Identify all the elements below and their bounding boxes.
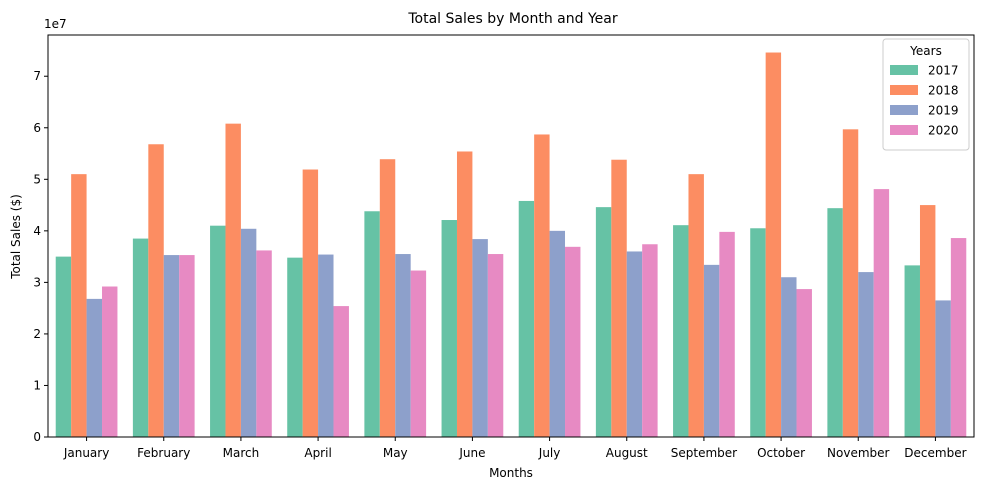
bar-2017-july xyxy=(518,200,535,437)
legend-swatch-2018 xyxy=(890,85,918,95)
bar-2017-june xyxy=(441,220,457,437)
bar-2018-january xyxy=(71,174,87,437)
bar-2018-april xyxy=(302,169,319,437)
bars-group xyxy=(55,52,967,438)
bar-2017-october xyxy=(750,228,766,437)
x-tick-label-december: December xyxy=(904,446,966,460)
y-axis-label: Total Sales ($) xyxy=(9,194,23,280)
y-tick-label: 6 xyxy=(33,121,41,135)
legend-swatch-2019 xyxy=(890,105,918,115)
y-ticks-group: 0 1 2 3 4 5 6 7 xyxy=(33,69,48,444)
bar-2019-october xyxy=(781,277,797,437)
bar-2019-december xyxy=(935,300,951,437)
bar-2017-september xyxy=(673,225,689,437)
y-tick-label: 5 xyxy=(33,172,41,186)
bar-2019-september xyxy=(703,264,720,437)
bar-2018-march xyxy=(225,123,241,438)
legend-swatch-2020 xyxy=(890,125,918,135)
x-tick-label-october: October xyxy=(757,446,805,460)
x-tick-label-september: September xyxy=(671,446,737,460)
legend-title: Years xyxy=(909,44,942,58)
bar-2018-august xyxy=(611,159,627,437)
y-tick-label: 0 xyxy=(33,430,41,444)
bar-2018-september xyxy=(688,174,704,437)
x-tick-label-january: January xyxy=(63,446,110,460)
bar-2019-may xyxy=(395,254,411,437)
bar-2019-june xyxy=(472,239,488,437)
x-tick-label-august: August xyxy=(606,446,648,460)
bar-2017-november xyxy=(827,208,843,437)
y-tick-label: 1 xyxy=(33,378,41,392)
legend-swatch-2017 xyxy=(890,65,918,75)
bar-2018-december xyxy=(919,205,936,437)
bar-2017-december xyxy=(904,265,920,437)
x-tick-label-may: May xyxy=(383,446,408,460)
y-tick-label: 2 xyxy=(33,327,41,341)
bar-2020-june xyxy=(487,254,504,437)
bar-2019-august xyxy=(626,251,643,437)
bar-2019-january xyxy=(86,298,103,437)
bar-2020-july xyxy=(565,246,581,437)
bar-2019-april xyxy=(318,254,334,437)
legend-label-2020: 2020 xyxy=(928,124,959,138)
bar-2018-june xyxy=(456,151,473,438)
bar-2017-january xyxy=(55,256,72,437)
legend-label-2019: 2019 xyxy=(928,104,959,118)
y-tick-label: 4 xyxy=(33,224,41,238)
bar-2019-march xyxy=(240,228,257,437)
bar-2020-august xyxy=(642,244,658,437)
bar-2020-september xyxy=(719,231,735,437)
bar-2018-february xyxy=(148,144,164,437)
bar-2020-january xyxy=(102,286,118,437)
x-ticks-group: January February March April May June July Augu… xyxy=(63,437,967,460)
bar-2019-february xyxy=(163,255,180,437)
legend: Years 2017 2018 2019 2020 xyxy=(882,38,970,151)
bar-2017-august xyxy=(595,207,612,437)
bar-2020-may xyxy=(410,270,427,437)
x-tick-label-july: July xyxy=(538,446,561,460)
x-tick-label-march: March xyxy=(223,446,260,460)
y-tick-label: 3 xyxy=(33,275,41,289)
plot-frame xyxy=(47,34,975,438)
bar-2018-october xyxy=(765,52,782,438)
legend-label-2018: 2018 xyxy=(928,84,959,98)
bar-2020-april xyxy=(333,306,349,437)
x-tick-label-february: February xyxy=(137,446,190,460)
bar-2018-july xyxy=(534,134,550,437)
bar-2017-may xyxy=(364,211,380,437)
y-tick-label: 7 xyxy=(33,69,41,83)
bar-2017-february xyxy=(132,238,149,437)
bar-2019-november xyxy=(858,272,874,437)
bar-2020-october xyxy=(796,289,812,437)
x-axis-label: Months xyxy=(489,466,533,480)
bar-2020-february xyxy=(179,255,195,437)
y-offset-text: 1e7 xyxy=(44,17,67,31)
bar-2020-march xyxy=(256,250,272,437)
bar-2020-december xyxy=(950,238,967,437)
bar-2018-november xyxy=(842,129,859,437)
bar-2019-july xyxy=(549,230,566,437)
bar-2018-may xyxy=(379,159,396,437)
bar-2017-april xyxy=(287,257,303,437)
x-tick-label-june: June xyxy=(458,446,485,460)
chart-title: Total Sales by Month and Year xyxy=(407,11,617,27)
x-tick-label-april: April xyxy=(304,446,331,460)
x-tick-label-november: November xyxy=(827,446,889,460)
bar-2017-march xyxy=(210,225,226,437)
legend-label-2017: 2017 xyxy=(928,64,959,78)
bar-2020-november xyxy=(873,189,890,437)
